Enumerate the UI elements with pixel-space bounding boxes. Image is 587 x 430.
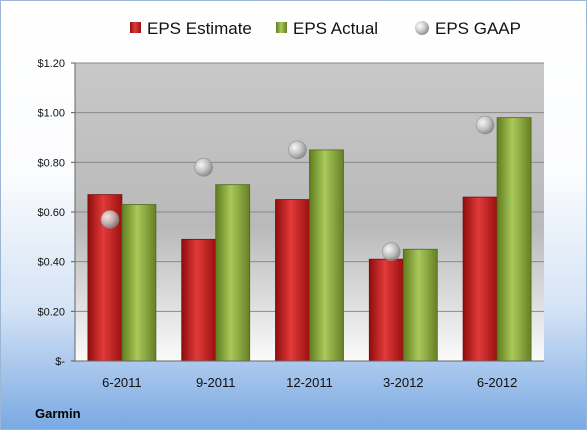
gaap-markers xyxy=(100,115,495,262)
x-tick-label: 9-2011 xyxy=(196,375,236,390)
y-tick-label: $0.60 xyxy=(37,207,65,219)
bar-eps-actual xyxy=(402,248,438,362)
legend-swatch-estimate xyxy=(130,22,141,33)
bar-eps-actual xyxy=(121,204,157,362)
marker-eps-gaap xyxy=(288,140,307,160)
bar-eps-actual xyxy=(309,149,344,362)
y-tick-label: $1.00 xyxy=(37,108,65,120)
x-tick-label: 3-2012 xyxy=(383,375,423,390)
x-tick-label: 6-2011 xyxy=(102,375,142,390)
y-tick-label: $0.20 xyxy=(37,306,65,318)
y-tick-label: $0.40 xyxy=(37,257,65,269)
marker-eps-gaap xyxy=(100,210,120,229)
bar-eps-estimate xyxy=(368,258,404,362)
y-tick-label: $1.20 xyxy=(37,58,65,70)
x-tick-label: 6-2012 xyxy=(477,375,517,390)
bar-eps-actual xyxy=(215,184,251,362)
legend-label-estimate: EPS Estimate xyxy=(147,19,252,38)
y-axis: $- $0.20 $0.40 $0.60 $0.80 $1.00 $1.20 xyxy=(37,58,76,368)
marker-eps-gaap xyxy=(381,242,401,262)
marker-eps-gaap xyxy=(475,115,495,135)
marker-eps-gaap xyxy=(194,158,213,177)
bar-eps-estimate xyxy=(181,238,217,362)
company-name: Garmin xyxy=(35,406,81,421)
bar-eps-estimate xyxy=(275,199,310,362)
legend-label-gaap: EPS GAAP xyxy=(435,19,521,38)
legend: EPS Estimate EPS Actual EPS GAAP xyxy=(130,19,521,38)
y-tick-label: $0.80 xyxy=(37,157,65,169)
bars xyxy=(87,117,532,362)
legend-marker-gaap xyxy=(415,21,429,35)
legend-label-actual: EPS Actual xyxy=(293,19,378,38)
x-axis: 6-2011 9-2011 12-2011 3-2012 6-2012 xyxy=(75,360,544,390)
x-tick-label: 12-2011 xyxy=(286,375,333,390)
y-tick-label: $- xyxy=(55,356,65,368)
legend-swatch-actual xyxy=(276,22,287,33)
bar-eps-estimate xyxy=(462,196,498,362)
bar-eps-actual xyxy=(496,117,532,362)
